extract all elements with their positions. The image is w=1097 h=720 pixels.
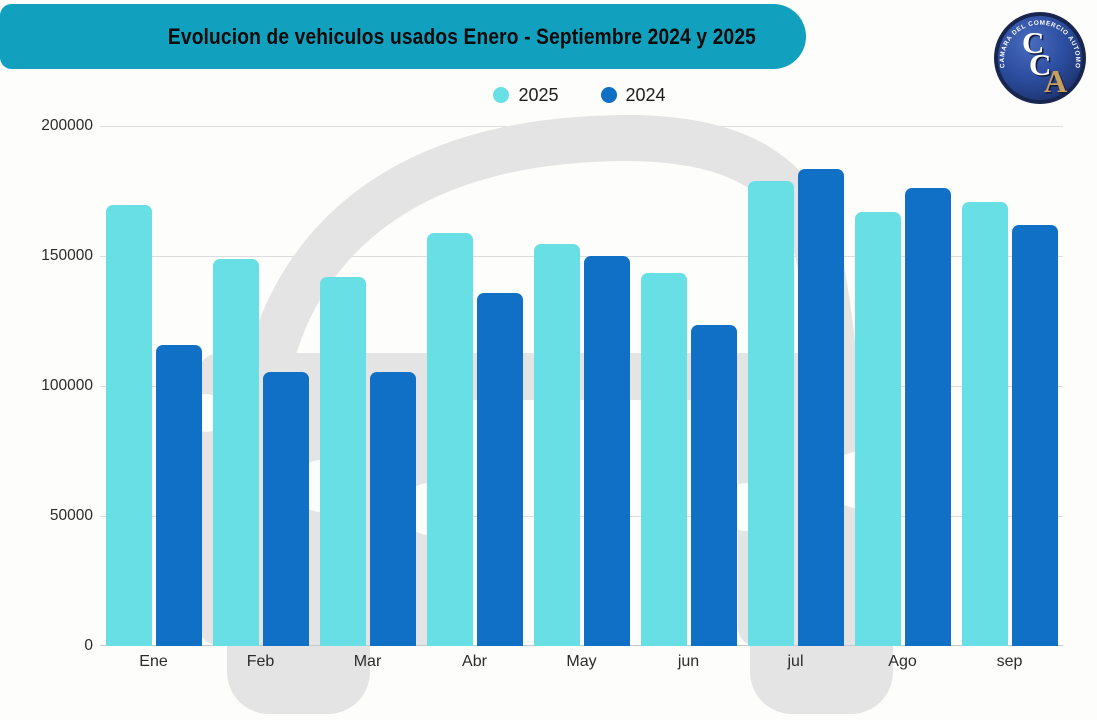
bar-2024-May[interactable] — [583, 256, 630, 646]
logo-monogram: C C C C A A — [1022, 25, 1069, 101]
bar-2025-Feb[interactable] — [212, 259, 259, 646]
x-axis-line — [100, 645, 1063, 647]
bar-2024-Mar[interactable] — [369, 371, 416, 646]
bar-2025-jun[interactable] — [640, 273, 687, 646]
svg-text:C: C — [1029, 47, 1051, 82]
bar-2025-Ago[interactable] — [854, 212, 901, 646]
cca-logo: CAMARA DEL COMERCIO AUTOMOTOR C C C C A … — [992, 8, 1086, 104]
svg-text:C: C — [1022, 25, 1044, 60]
legend-swatch-2024-icon — [600, 87, 617, 103]
bar-2025-Abr[interactable] — [426, 233, 473, 646]
bar-2025-May[interactable] — [533, 244, 580, 646]
bar-2024-jun[interactable] — [690, 325, 737, 646]
logo-face — [998, 16, 1082, 100]
chart-title: Evolucion de vehiculos usados Enero - Se… — [167, 23, 757, 49]
svg-text:C: C — [1024, 27, 1046, 62]
y-tick-label: 100000 — [41, 377, 93, 394]
legend-swatch-2025-icon — [493, 87, 510, 103]
svg-text:A: A — [1046, 65, 1069, 101]
title-banner: Evolucion de vehiculos usados Enero - Se… — [0, 4, 806, 69]
x-tick-label: Ago — [888, 653, 917, 670]
svg-text:C: C — [1031, 49, 1053, 84]
x-tick-label: sep — [996, 653, 1023, 670]
bar-2025-sep[interactable] — [961, 201, 1008, 646]
bar-2024-Feb[interactable] — [262, 371, 309, 646]
x-tick-label: Mar — [353, 653, 382, 670]
x-tick-label: May — [566, 653, 597, 670]
y-tick-label: 150000 — [41, 247, 93, 264]
y-tick-label: 200000 — [41, 117, 93, 134]
y-tick-label: 0 — [84, 637, 93, 654]
bar-2024-Ene[interactable] — [155, 344, 202, 646]
y-tick-label: 50000 — [49, 507, 93, 524]
bar-2025-Mar[interactable] — [319, 277, 366, 646]
bar-2024-sep[interactable] — [1011, 225, 1058, 646]
bar-2024-Ago[interactable] — [904, 188, 951, 646]
legend-item-2025[interactable]: 2025 — [493, 84, 559, 106]
gridline — [100, 516, 1063, 518]
bar-2025-jul[interactable] — [747, 181, 794, 646]
legend: 2025 2024 — [0, 83, 1097, 107]
gridline — [100, 126, 1063, 128]
x-tick-label: Abr — [462, 653, 487, 670]
bar-2024-jul[interactable] — [797, 169, 844, 646]
svg-text:A: A — [1044, 63, 1067, 99]
legend-item-2024[interactable]: 2024 — [600, 84, 666, 106]
legend-label-2025: 2025 — [518, 84, 559, 105]
bar-2025-Ene[interactable] — [105, 205, 152, 646]
x-tick-label: Feb — [246, 653, 275, 670]
x-tick-label: jul — [787, 653, 804, 670]
legend-label-2024: 2024 — [625, 84, 666, 105]
x-tick-label: jun — [677, 653, 700, 670]
bar-2024-Abr[interactable] — [476, 292, 523, 646]
x-tick-label: Ene — [139, 653, 168, 670]
